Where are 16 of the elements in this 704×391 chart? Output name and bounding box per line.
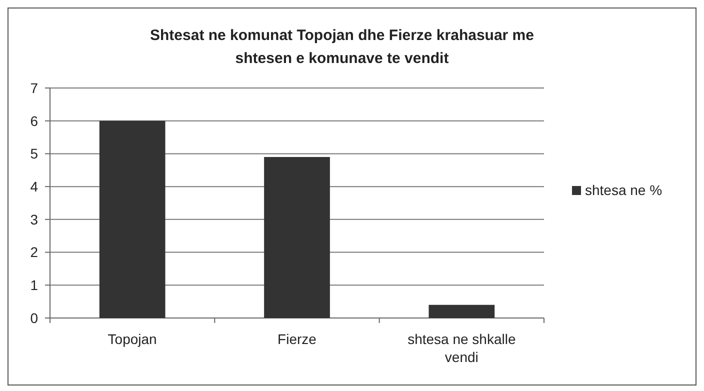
y-tick-label: 5 <box>30 146 38 162</box>
y-tick-label: 7 <box>30 80 38 96</box>
chart-title: Shtesat ne komunat Topojan dhe Fierze krahasuar me shtesen e komunave te vendit <box>150 27 534 67</box>
x-tick-label: Topojan <box>108 331 157 347</box>
y-tick-label: 4 <box>30 178 38 194</box>
x-tick-label: shtesa ne shkalle vendi <box>408 331 516 365</box>
bar <box>264 157 330 318</box>
bar <box>428 304 495 318</box>
x-tick-label: Fierze <box>278 331 317 347</box>
y-tick-label: 6 <box>30 112 38 129</box>
y-tick-label: 0 <box>30 310 38 326</box>
y-tick-label: 3 <box>30 211 38 228</box>
bar <box>99 120 166 318</box>
y-tick-label: 1 <box>30 277 38 294</box>
y-tick-label: 2 <box>30 244 38 260</box>
legend-label: shtesa ne % <box>585 182 662 198</box>
